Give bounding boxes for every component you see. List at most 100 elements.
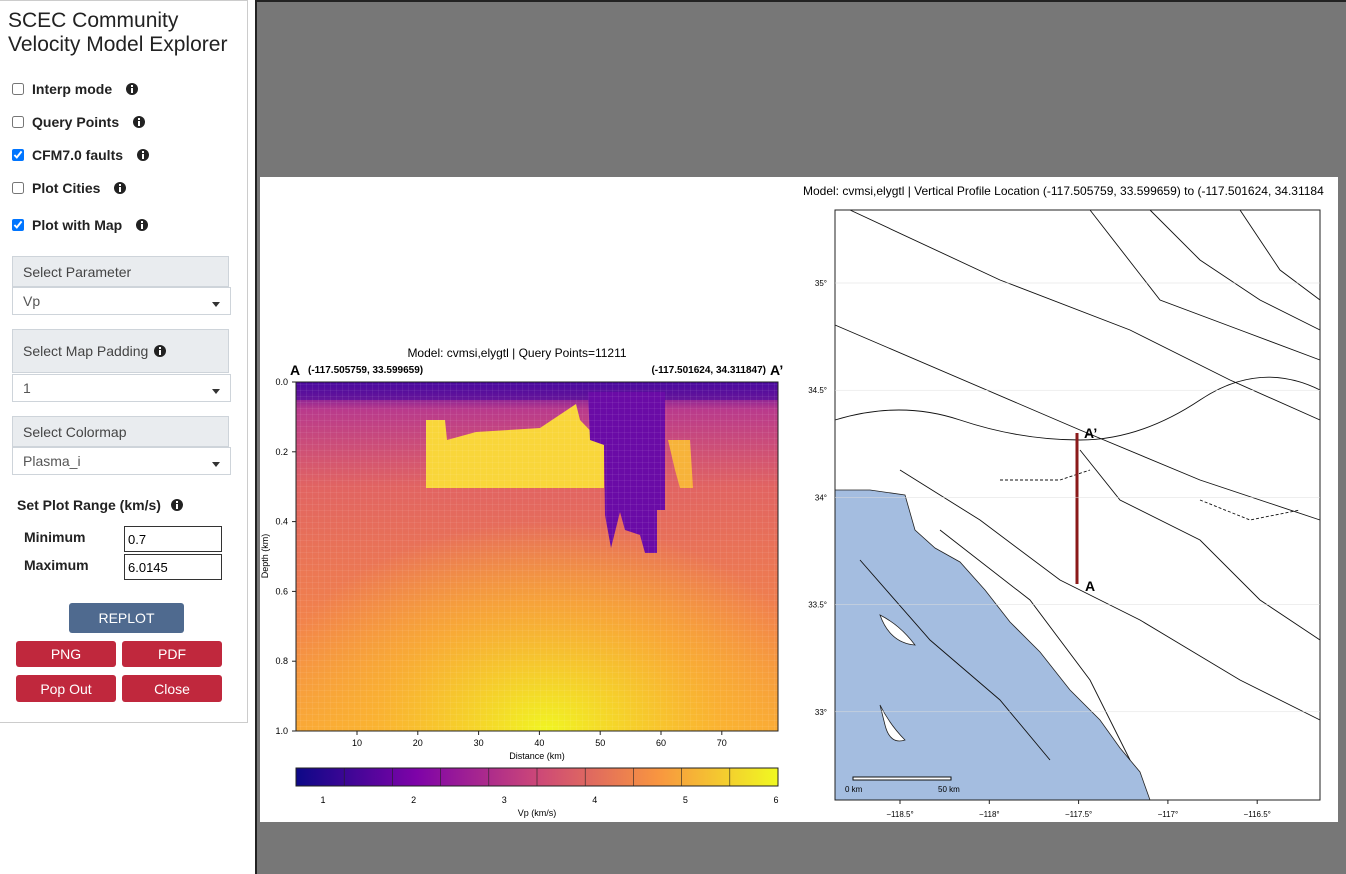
scale-end: 50 km [938, 785, 960, 794]
lat-label: 34.5° [808, 386, 827, 395]
option: Interp mode [12, 81, 139, 97]
x-tick-label: 70 [717, 738, 727, 748]
map-a-prime: A’ [1084, 425, 1097, 441]
colorbar-label: Vp (km/s) [518, 808, 557, 818]
map-title: Model: cvmsi,elygtl | Vertical Profile L… [803, 184, 1324, 198]
select-value: Vp [23, 293, 41, 309]
sidebar: SCEC Community Velocity Model Explorer S… [0, 0, 248, 723]
x-axis-label: Distance (km) [509, 751, 565, 761]
select[interactable]: Plasma_i [12, 447, 231, 475]
option: Plot with Map [12, 217, 149, 233]
map-a: A [1085, 578, 1095, 594]
select-label: Select Map Padding [23, 343, 149, 359]
x-tick-label: 10 [352, 738, 362, 748]
select-value: 1 [23, 380, 31, 396]
select-value: Plasma_i [23, 453, 81, 469]
select-label: Select Parameter [23, 263, 132, 280]
popout-button[interactable]: Pop Out [16, 675, 116, 702]
scale-bar [852, 776, 952, 781]
section-title: Model: cvmsi,elygtl | Query Points=11211 [407, 346, 626, 360]
lon-label: −118.5° [886, 810, 913, 819]
app-title: SCEC Community Velocity Model Explorer [8, 9, 228, 56]
lat-label: 34° [815, 493, 827, 502]
info-icon[interactable] [114, 182, 127, 194]
option-label: Plot Cities [32, 180, 101, 196]
x-tick-label: 60 [656, 738, 666, 748]
checkbox[interactable] [12, 116, 24, 128]
min-input[interactable]: 0.7 [124, 526, 222, 552]
checkbox[interactable] [12, 219, 24, 231]
range-header: Set Plot Range (km/s) [17, 497, 183, 513]
y-axis-label: Depth (km) [260, 534, 270, 579]
lon-label: −118° [979, 810, 1000, 819]
option-label: Interp mode [32, 81, 113, 97]
y-tick-label: 0.4 [275, 517, 288, 527]
a-prime-label: A’ [770, 362, 783, 378]
info-icon[interactable] [133, 116, 146, 128]
option-label: CFM7.0 faults [32, 147, 124, 163]
lon-label: −117° [1158, 810, 1179, 819]
y-tick-label: 0.0 [275, 377, 288, 387]
colorbar-tick-label: 4 [592, 795, 597, 805]
max-input[interactable]: 6.0145 [124, 554, 222, 580]
coord-b: (-117.501624, 34.311847) [651, 365, 766, 376]
replot-button[interactable]: REPLOT [69, 603, 184, 633]
info-icon[interactable] [136, 219, 149, 231]
button-label: Pop Out [40, 680, 92, 697]
button-label: PNG [50, 646, 82, 662]
y-tick-label: 0.2 [275, 447, 288, 457]
a-label: A [290, 362, 300, 378]
select-header: Select Colormap [12, 416, 229, 447]
option-label: Query Points [32, 114, 120, 130]
faults [834, 209, 1321, 761]
x-tick-label: 40 [534, 738, 544, 748]
range-label: Set Plot Range (km/s) [17, 497, 161, 513]
y-tick-label: 1.0 [275, 726, 288, 736]
button-label: PDF [158, 646, 186, 662]
info-icon[interactable] [137, 149, 150, 161]
max-label: Maximum [24, 557, 89, 573]
ocean [834, 489, 1151, 801]
option: Plot Cities [12, 180, 127, 196]
checkbox[interactable] [12, 182, 24, 194]
x-tick-label: 20 [413, 738, 423, 748]
option-label: Plot with Map [32, 217, 123, 233]
option: Query Points [12, 114, 146, 130]
islands [879, 614, 916, 742]
select[interactable]: 1 [12, 374, 231, 402]
option: CFM7.0 faults [12, 147, 150, 163]
close-button[interactable]: Close [122, 675, 222, 702]
min-label: Minimum [24, 529, 86, 545]
colorbar-tick-label: 3 [502, 795, 507, 805]
select-header: Select Map Padding [12, 329, 229, 373]
heatmap-frame [295, 381, 779, 732]
button-label: Close [154, 680, 190, 697]
info-icon[interactable] [126, 83, 139, 95]
checkbox[interactable] [12, 83, 24, 95]
select[interactable]: Vp [12, 287, 231, 315]
lat-label: 33.5° [808, 601, 827, 610]
map-frame [834, 209, 1321, 801]
info-icon[interactable] [170, 499, 183, 511]
info-icon[interactable] [154, 345, 167, 357]
colorbar-tick-label: 2 [411, 795, 416, 805]
button-label: REPLOT [98, 610, 155, 626]
lat-label: 35° [815, 279, 827, 288]
lat-label: 33° [815, 708, 827, 717]
x-tick-label: 50 [595, 738, 605, 748]
lon-label: −116.5° [1244, 810, 1271, 819]
lon-label: −117.5° [1065, 810, 1092, 819]
png-button[interactable]: PNG [16, 641, 116, 667]
scale-start: 0 km [845, 785, 863, 794]
colorbar-tick-label: 1 [320, 795, 325, 805]
y-tick-label: 0.8 [275, 656, 288, 666]
y-tick-label: 0.6 [275, 586, 288, 596]
checkbox[interactable] [12, 149, 24, 161]
pdf-button[interactable]: PDF [122, 641, 222, 667]
colorbar-tick-label: 6 [773, 795, 778, 805]
x-tick-label: 30 [474, 738, 484, 748]
select-label: Select Colormap [23, 423, 127, 440]
